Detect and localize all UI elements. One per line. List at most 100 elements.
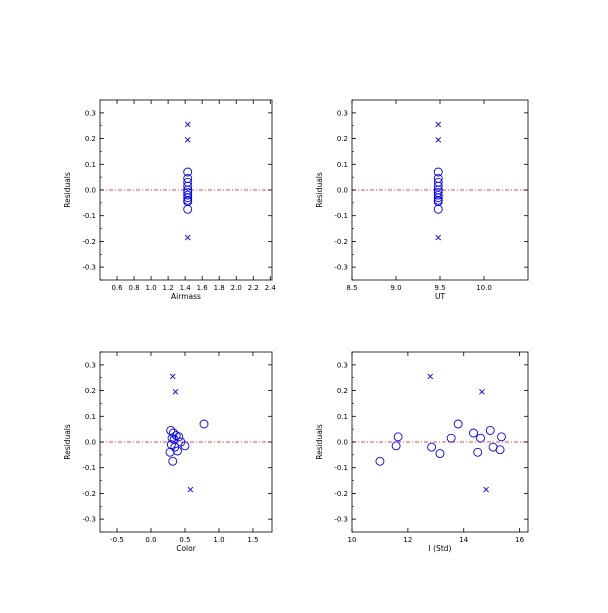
data-point-cross [435, 121, 442, 128]
data-point-cross [435, 234, 442, 241]
data-point-circle [167, 433, 177, 443]
y-tick-label: -0.2 [334, 238, 348, 246]
x-axis-label: Airmass [171, 292, 201, 301]
x-tick-label: 1.5 [247, 536, 258, 544]
y-tick-label: -0.3 [82, 264, 96, 272]
data-point-circle [433, 181, 443, 191]
y-tick-label: 0.2 [85, 387, 96, 395]
data-point-cross [427, 373, 434, 380]
data-point-cross [184, 121, 191, 128]
x-axis-label: I (Std) [429, 544, 452, 553]
x-tick-label: 10 [348, 536, 357, 544]
y-axis-label: Residuals [315, 424, 324, 460]
y-tick-label: -0.3 [82, 516, 96, 524]
data-point-circle [433, 193, 443, 203]
data-point-circle [183, 181, 193, 191]
y-axis-label: Residuals [63, 172, 72, 208]
data-point-circle [199, 419, 209, 429]
x-tick-label: 1.6 [197, 284, 209, 292]
x-tick-label: 9.5 [434, 284, 445, 292]
data-point-circle [174, 432, 184, 442]
y-tick-label: 0.2 [337, 387, 348, 395]
x-axis-label: Color [176, 544, 196, 553]
x-tick-label: 16 [515, 536, 524, 544]
data-point-circle [485, 425, 495, 435]
y-axis-label: Residuals [63, 424, 72, 460]
data-point-circle [476, 433, 485, 443]
y-tick-label: 0.1 [85, 161, 96, 169]
data-point-circle [168, 456, 178, 466]
y-tick-label: 0.3 [337, 109, 348, 117]
data-point-cross [169, 373, 176, 380]
y-axis-label: Residuals [315, 172, 324, 208]
x-tick-label: 2.0 [231, 284, 242, 292]
data-point-circle [446, 433, 456, 443]
data-point-circle [473, 447, 483, 457]
y-tick-label: -0.2 [82, 490, 96, 498]
x-tick-label: 0.5 [179, 536, 190, 544]
cross-stroke [172, 389, 179, 395]
data-point-circle [165, 447, 175, 457]
data-point-cross [172, 389, 179, 395]
y-tick-label: -0.1 [334, 212, 348, 220]
x-tick-label: 2.2 [248, 284, 259, 292]
data-point-circle [433, 190, 443, 200]
data-point-cross [187, 486, 194, 493]
y-tick-label: -0.1 [334, 464, 348, 472]
data-point-circle [183, 167, 193, 177]
data-point-cross [483, 486, 489, 493]
x-tick-label: 14 [459, 536, 468, 544]
x-tick-label: 2.4 [265, 284, 277, 292]
x-tick-label: -0.5 [110, 536, 124, 544]
plot-panel-2: -0.3 -0.2 -0.1 0.0 0.1 0.2 0.3 8.5 9.0 9.5 10.0 UT R… [315, 99, 529, 301]
y-tick-label: 0.2 [85, 135, 96, 143]
data-point-circle [495, 445, 505, 455]
y-tick-label: 0.0 [337, 187, 348, 195]
data-point-cross [479, 389, 485, 395]
cross-stroke [427, 373, 434, 380]
x-tick-label: 10.0 [476, 284, 492, 292]
y-tick-label: -0.2 [82, 238, 96, 246]
x-tick-label: 1.0 [213, 536, 224, 544]
x-tick-label: 0.0 [145, 536, 156, 544]
y-tick-label: 0.3 [337, 361, 348, 369]
y-tick-label: -0.3 [334, 264, 348, 272]
cross-stroke [187, 486, 194, 493]
data-point-circle [433, 204, 443, 214]
y-tick-label: -0.1 [82, 464, 96, 472]
plot-panel-4: -0.3 -0.2 -0.1 0.0 0.1 0.2 0.3 10 12 14 16 I (Std) R… [315, 351, 529, 553]
data-point-circle [183, 190, 193, 200]
y-tick-label: 0.0 [337, 439, 348, 447]
y-tick-label: 0.1 [85, 413, 96, 421]
data-point-circle [183, 204, 193, 214]
data-point-circle [393, 432, 403, 442]
cross-stroke [435, 121, 442, 128]
y-tick-label: 0.3 [85, 361, 96, 369]
y-tick-label: 0.1 [337, 161, 348, 169]
data-point-circle [183, 193, 193, 203]
data-point-circle [375, 456, 385, 466]
plot-panel-1: -0.3 -0.2 -0.1 0.0 0.1 0.2 0.3 0.6 0.8 1.0 1.2 1.4 1… [63, 99, 277, 301]
cross-stroke [184, 137, 191, 143]
x-tick-label: 9.0 [390, 284, 401, 292]
y-tick-label: -0.1 [82, 212, 96, 220]
data-point-circle [435, 449, 445, 459]
y-tick-label: -0.2 [334, 490, 348, 498]
cross-stroke [479, 389, 485, 395]
plot-panel-3: -0.3 -0.2 -0.1 0.0 0.1 0.2 0.3 -0.5 0.0 0.5 1.0 1.5… [63, 351, 273, 553]
x-axis-label: UT [435, 292, 445, 301]
x-tick-label: 12 [403, 536, 412, 544]
y-tick-label: -0.3 [334, 516, 348, 524]
data-point-circle [173, 446, 182, 456]
data-point-circle [433, 167, 443, 177]
data-point-cross [184, 137, 191, 143]
data-point-cross [184, 234, 191, 241]
cross-stroke [184, 234, 191, 241]
y-tick-label: 0.0 [85, 439, 96, 447]
y-tick-label: 0.1 [337, 413, 348, 421]
x-tick-label: 0.8 [128, 284, 139, 292]
cross-stroke [184, 121, 191, 128]
y-tick-label: 0.0 [85, 187, 96, 195]
